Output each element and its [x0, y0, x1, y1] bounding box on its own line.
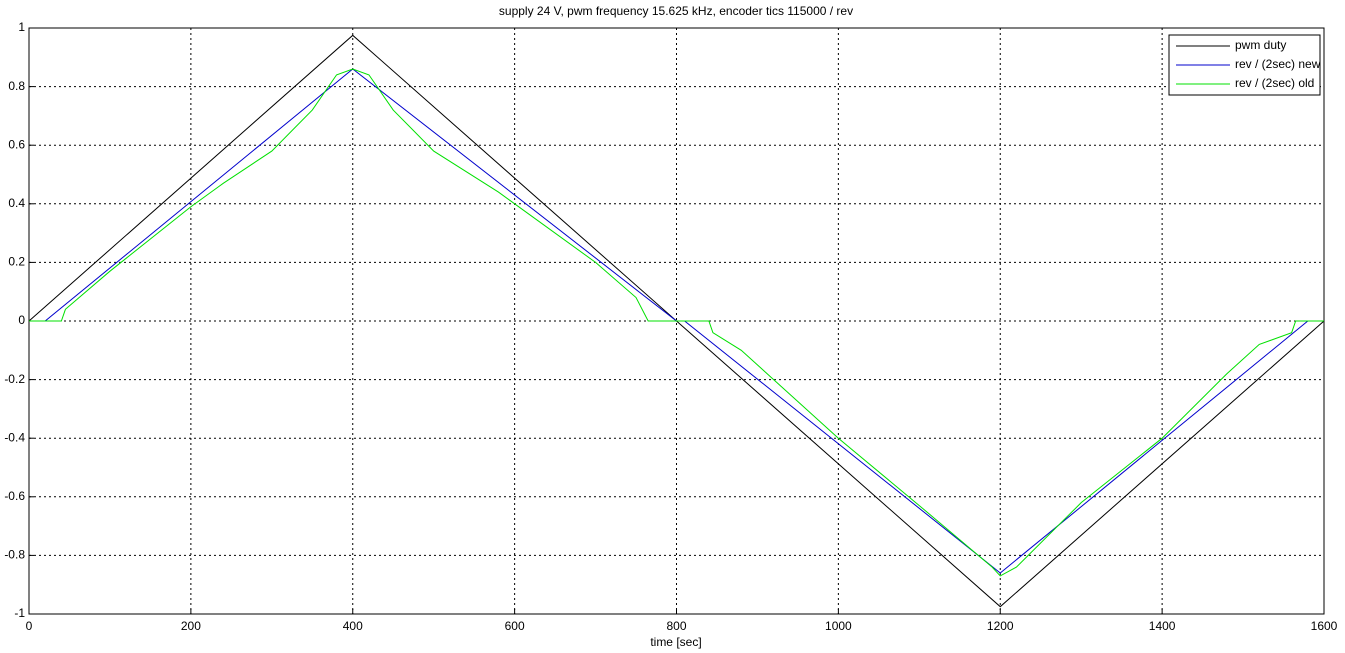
x-tick-label: 1000	[825, 619, 852, 633]
y-tick-label: 0.2	[8, 255, 25, 269]
legend-label: pwm duty	[1235, 38, 1286, 52]
x-axis-label: time [sec]	[650, 635, 701, 649]
x-tick-label: 1600	[1311, 619, 1338, 633]
y-tick-label: -0.8	[4, 548, 25, 562]
legend-label: rev / (2sec) new	[1235, 57, 1321, 71]
x-tick-label: 1200	[987, 619, 1014, 633]
legend-label: rev / (2sec) old	[1235, 76, 1314, 90]
x-tick-label: 1400	[1149, 619, 1176, 633]
chart-title: supply 24 V, pwm frequency 15.625 kHz, e…	[499, 4, 853, 18]
series-line	[29, 68, 1324, 577]
x-tick-label: 400	[343, 619, 363, 633]
x-tick-label: 600	[505, 619, 525, 633]
x-tick-label: 800	[666, 619, 686, 633]
y-tick-label: -0.6	[4, 489, 25, 503]
y-tick-label: 0	[18, 313, 25, 327]
x-tick-label: 0	[26, 619, 33, 633]
x-tick-label: 200	[181, 619, 201, 633]
y-tick-label: -1	[14, 606, 25, 620]
y-tick-label: 1	[18, 20, 25, 34]
y-tick-label: 0.6	[8, 137, 25, 151]
y-tick-label: 0.8	[8, 79, 25, 93]
y-tick-label: -0.4	[4, 430, 25, 444]
y-tick-label: 0.4	[8, 196, 25, 210]
y-tick-label: -0.2	[4, 372, 25, 386]
